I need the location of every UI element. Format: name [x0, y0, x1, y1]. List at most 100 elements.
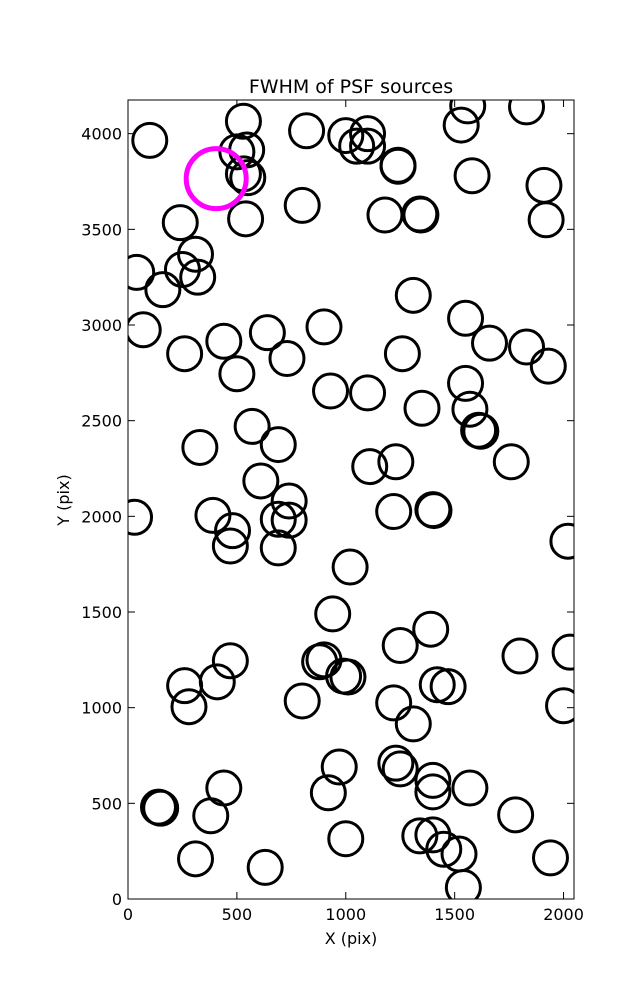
psf-source-marker — [170, 688, 208, 726]
psf-source-marker — [268, 339, 306, 377]
psf-source-marker — [394, 705, 432, 743]
y-tick-label: 3500 — [81, 220, 122, 239]
psf-source-marker — [375, 493, 413, 531]
psf-source-marker — [471, 324, 509, 362]
psf-source-marker — [394, 276, 432, 314]
y-tick-label: 2000 — [81, 507, 122, 526]
psf-source-marker — [211, 642, 249, 680]
y-tick-label: 1500 — [81, 603, 122, 622]
x-tick-label: 1500 — [434, 905, 475, 924]
source-markers — [128, 100, 574, 899]
psf-source-marker — [320, 748, 358, 786]
psf-source-marker — [412, 610, 450, 648]
psf-source-marker — [501, 637, 539, 675]
psf-source-marker — [447, 364, 485, 402]
psf-source-marker — [529, 347, 567, 385]
y-tick-label: 1000 — [81, 699, 122, 718]
y-axis-label: Y (pix) — [54, 474, 73, 526]
psf-source-marker — [227, 200, 265, 238]
psf-source-marker — [383, 335, 421, 373]
psf-source-marker — [181, 428, 219, 466]
psf-source-marker — [288, 112, 326, 150]
psf-source-marker — [161, 204, 199, 242]
psf-source-marker — [305, 308, 343, 346]
psf-source-marker — [349, 127, 387, 165]
psf-source-marker — [442, 106, 480, 144]
psf-source-marker — [415, 492, 453, 530]
psf-source-marker — [418, 666, 456, 704]
psf-source-marker — [527, 201, 565, 239]
psf-source-marker — [351, 448, 389, 486]
psf-source-marker — [211, 527, 249, 565]
psf-source-marker — [338, 127, 376, 165]
psf-source-marker — [349, 374, 387, 412]
psf-source-marker — [508, 100, 546, 126]
psf-source-marker — [429, 668, 467, 706]
psf-source-marker — [531, 839, 569, 877]
psf-source-marker — [283, 186, 321, 224]
psf-source-marker — [242, 462, 280, 500]
psf-source-marker — [166, 667, 204, 705]
psf-source-marker — [462, 412, 500, 450]
psf-source-marker — [144, 271, 182, 309]
y-tick-label: 2500 — [81, 412, 122, 431]
psf-source-marker — [447, 299, 485, 337]
psf-source-marker — [451, 390, 489, 428]
psf-source-marker — [508, 328, 546, 366]
psf-source-marker — [259, 500, 297, 538]
psf-source-marker — [131, 121, 169, 159]
psf-source-marker — [331, 548, 369, 586]
y-tick-label: 4000 — [81, 125, 122, 144]
psf-source-marker — [309, 774, 347, 812]
y-tick-label: 3000 — [81, 316, 122, 335]
psf-source-marker — [401, 817, 439, 855]
chart-title: FWHM of PSF sources — [249, 76, 453, 98]
psf-source-marker — [451, 769, 489, 807]
psf-source-marker — [327, 820, 365, 858]
psf-source-marker — [449, 100, 487, 125]
psf-source-marker — [166, 335, 204, 373]
psf-source-marker — [270, 482, 308, 520]
x-axis-label: X (pix) — [325, 929, 378, 948]
psf-source-marker — [128, 311, 162, 349]
psf-source-marker — [205, 322, 243, 360]
psf-source-marker — [128, 498, 154, 536]
psf-source-marker — [246, 848, 284, 886]
psf-source-marker — [453, 157, 491, 195]
psf-source-marker — [545, 687, 574, 725]
x-tick-label: 1000 — [325, 905, 366, 924]
psf-source-marker — [177, 840, 215, 878]
psf-source-marker — [425, 830, 463, 868]
psf-source-marker — [224, 102, 262, 140]
psf-source-marker — [403, 389, 441, 427]
psf-source-marker — [549, 522, 574, 560]
psf-source-marker — [259, 529, 297, 567]
psf-source-marker — [375, 684, 413, 722]
psf-source-marker — [414, 773, 452, 811]
psf-source-marker — [327, 117, 365, 155]
psf-source-marker — [329, 658, 367, 696]
plot-frame — [127, 99, 575, 900]
x-tick-label: 500 — [222, 905, 253, 924]
psf-source-marker — [492, 443, 530, 481]
psf-source-marker — [142, 789, 180, 827]
x-tick-label: 2000 — [543, 905, 584, 924]
psf-source-marker — [314, 595, 352, 633]
psf-source-marker — [414, 761, 452, 799]
psf-source-marker — [497, 796, 535, 834]
axis-ticks: 0 500 1000 1500 2000 0 500 1000 1500 2000 2500 3000… — [81, 100, 584, 924]
psf-source-marker — [229, 159, 267, 197]
psf-source-marker — [283, 682, 321, 720]
highlighted-source-marker — [183, 146, 249, 212]
psf-source-marker — [179, 258, 217, 296]
psf-source-marker — [214, 512, 252, 550]
psf-source-marker — [349, 115, 387, 153]
psf-source-marker — [312, 372, 350, 410]
x-tick-label: 0 — [123, 905, 133, 924]
psf-source-marker — [128, 253, 156, 291]
psf-source-marker — [381, 750, 419, 788]
psf-source-marker — [444, 869, 482, 899]
psf-source-marker — [270, 501, 308, 539]
